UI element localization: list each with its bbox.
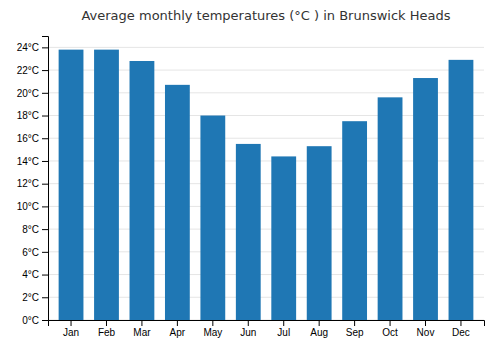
bar: [271, 156, 296, 320]
x-axis-line: [49, 321, 485, 327]
x-tick-label: Jun: [240, 327, 256, 338]
x-tick: Sep: [346, 320, 364, 338]
x-tick-label: Aug: [310, 327, 328, 338]
y-tick: 8°C: [22, 224, 48, 235]
y-tick: 12°C: [17, 178, 48, 189]
bar: [200, 116, 225, 320]
y-tick-label: 4°C: [22, 269, 39, 280]
x-tick-mark: [177, 320, 178, 326]
x-tick: Apr: [170, 320, 186, 338]
bar: [130, 61, 155, 320]
y-tick-label: 22°C: [17, 65, 39, 76]
bar: [378, 97, 403, 320]
y-tick-label: 12°C: [17, 178, 39, 189]
x-tick: Feb: [98, 320, 116, 338]
x-tick: Dec: [452, 320, 470, 338]
y-tick: 18°C: [17, 110, 48, 121]
y-tick-mark: [42, 320, 48, 321]
y-tick-label: 10°C: [17, 201, 39, 212]
title: Average monthly temperatures (°C ) in Br…: [81, 8, 450, 23]
bar: [94, 50, 119, 320]
x-tick: Jul: [277, 320, 290, 338]
y-axis-line: [42, 37, 49, 321]
y-tick: 2°C: [22, 292, 48, 303]
x-tick-mark: [106, 320, 107, 326]
x-tick-mark: [248, 320, 249, 326]
x-tick: Nov: [417, 320, 435, 338]
x-tick-mark: [319, 320, 320, 326]
grid-line: [48, 47, 484, 48]
bar: [165, 85, 190, 320]
bars: [59, 50, 474, 320]
x-tick: May: [203, 320, 222, 338]
y-tick-label: 6°C: [22, 247, 39, 258]
x-tick-label: Apr: [170, 327, 186, 338]
y-tick-mark: [42, 297, 48, 298]
y-tick-mark: [42, 161, 48, 162]
y-tick-mark: [42, 252, 48, 253]
x-tick-label: Mar: [133, 327, 151, 338]
bar: [413, 78, 438, 320]
y-tick: 4°C: [22, 269, 48, 280]
x-tick: Aug: [310, 320, 328, 338]
y-tick: 24°C: [17, 42, 48, 53]
y-axis: 0°C 2°C 4°C 6°C 8°C 10°C 12°C 14°C 16°C 18°C 20°C 2…: [17, 37, 49, 326]
bar: [307, 146, 332, 320]
x-tick-label: Dec: [452, 327, 470, 338]
y-tick-mark: [42, 275, 48, 276]
y-tick: 14°C: [17, 156, 48, 167]
y-tick: 16°C: [17, 133, 48, 144]
bar: [59, 50, 84, 320]
x-tick-mark: [283, 320, 284, 326]
x-tick-label: May: [203, 327, 222, 338]
x-tick-mark: [212, 320, 213, 326]
x-tick-label: Jul: [277, 327, 290, 338]
grid: [48, 47, 484, 320]
x-tick-mark: [71, 320, 72, 326]
y-tick-mark: [42, 116, 48, 117]
x-axis: Jan Feb Mar Apr May Jun Jul Aug Sep Oct Nov Dec: [49, 320, 485, 338]
y-tick-mark: [42, 138, 48, 139]
y-tick-label: 14°C: [17, 156, 39, 167]
x-tick-label: Oct: [382, 327, 398, 338]
y-tick: 0°C: [22, 315, 48, 326]
y-tick-mark: [42, 47, 48, 48]
x-tick: Jan: [63, 320, 79, 338]
bar: [342, 121, 367, 320]
y-tick-label: 8°C: [22, 224, 39, 235]
y-tick-label: 18°C: [17, 110, 39, 121]
y-tick-label: 2°C: [22, 292, 39, 303]
x-tick: Mar: [133, 320, 151, 338]
bar: [449, 60, 474, 320]
y-tick-mark: [42, 93, 48, 94]
bar: [236, 144, 261, 320]
y-tick: 22°C: [17, 65, 48, 76]
x-tick-mark: [141, 320, 142, 326]
y-tick-label: 16°C: [17, 133, 39, 144]
x-tick: Oct: [382, 320, 398, 338]
y-tick-label: 0°C: [22, 315, 39, 326]
x-tick-label: Sep: [346, 327, 364, 338]
y-tick-mark: [42, 70, 48, 71]
x-tick: Jun: [240, 320, 256, 338]
y-tick-mark: [42, 184, 48, 185]
x-tick-label: Feb: [98, 327, 116, 338]
y-tick: 10°C: [17, 201, 48, 212]
y-tick: 20°C: [17, 88, 48, 99]
y-tick-mark: [42, 229, 48, 230]
y-tick-label: 24°C: [17, 42, 39, 53]
y-tick-label: 20°C: [17, 88, 39, 99]
x-tick-label: Nov: [417, 327, 435, 338]
x-tick-mark: [354, 320, 355, 326]
x-tick-mark: [460, 320, 461, 326]
x-tick-mark: [390, 320, 391, 326]
chart: 0°C 2°C 4°C 6°C 8°C 10°C 12°C 14°C 16°C 18°C 20°C 2…: [0, 0, 500, 350]
y-tick: 6°C: [22, 247, 48, 258]
plot: 0°C 2°C 4°C 6°C 8°C 10°C 12°C 14°C 16°C 18°C 20°C 2…: [17, 37, 485, 339]
x-tick-mark: [425, 320, 426, 326]
x-tick-label: Jan: [63, 327, 79, 338]
y-tick-mark: [42, 206, 48, 207]
